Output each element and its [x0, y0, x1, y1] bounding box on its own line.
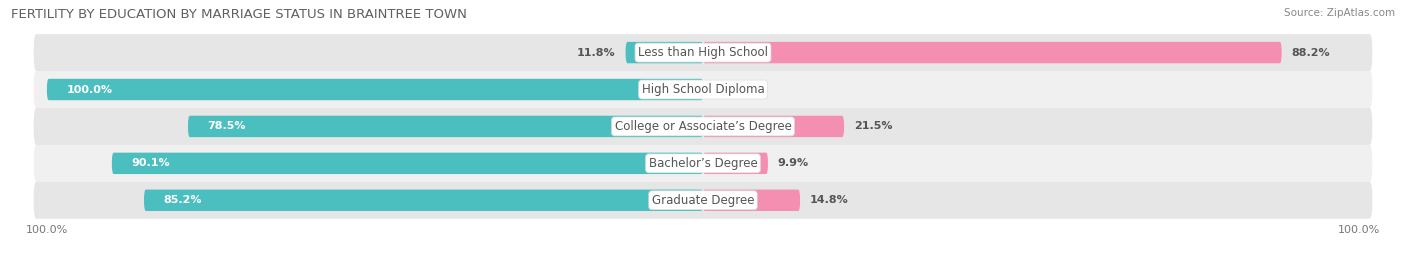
FancyBboxPatch shape [34, 34, 1372, 71]
Text: Less than High School: Less than High School [638, 46, 768, 59]
Text: 85.2%: 85.2% [163, 195, 202, 205]
FancyBboxPatch shape [703, 42, 1282, 63]
Text: 78.5%: 78.5% [208, 121, 246, 132]
FancyBboxPatch shape [703, 116, 844, 137]
Text: Bachelor’s Degree: Bachelor’s Degree [648, 157, 758, 170]
Text: 88.2%: 88.2% [1292, 48, 1330, 58]
FancyBboxPatch shape [703, 153, 768, 174]
Text: College or Associate’s Degree: College or Associate’s Degree [614, 120, 792, 133]
Text: 11.8%: 11.8% [576, 48, 616, 58]
Text: FERTILITY BY EDUCATION BY MARRIAGE STATUS IN BRAINTREE TOWN: FERTILITY BY EDUCATION BY MARRIAGE STATU… [11, 8, 467, 21]
FancyBboxPatch shape [46, 79, 703, 100]
Text: High School Diploma: High School Diploma [641, 83, 765, 96]
FancyBboxPatch shape [112, 153, 703, 174]
FancyBboxPatch shape [188, 116, 703, 137]
FancyBboxPatch shape [34, 71, 1372, 108]
FancyBboxPatch shape [34, 145, 1372, 182]
FancyBboxPatch shape [143, 190, 703, 211]
Text: Graduate Degree: Graduate Degree [652, 194, 754, 207]
Text: Source: ZipAtlas.com: Source: ZipAtlas.com [1284, 8, 1395, 18]
FancyBboxPatch shape [34, 108, 1372, 145]
Text: 100.0%: 100.0% [66, 84, 112, 94]
Text: 9.9%: 9.9% [778, 158, 808, 168]
Text: 21.5%: 21.5% [853, 121, 893, 132]
Text: 14.8%: 14.8% [810, 195, 849, 205]
FancyBboxPatch shape [34, 182, 1372, 219]
FancyBboxPatch shape [626, 42, 703, 63]
Text: 0.0%: 0.0% [713, 84, 744, 94]
FancyBboxPatch shape [703, 190, 800, 211]
Text: 90.1%: 90.1% [132, 158, 170, 168]
